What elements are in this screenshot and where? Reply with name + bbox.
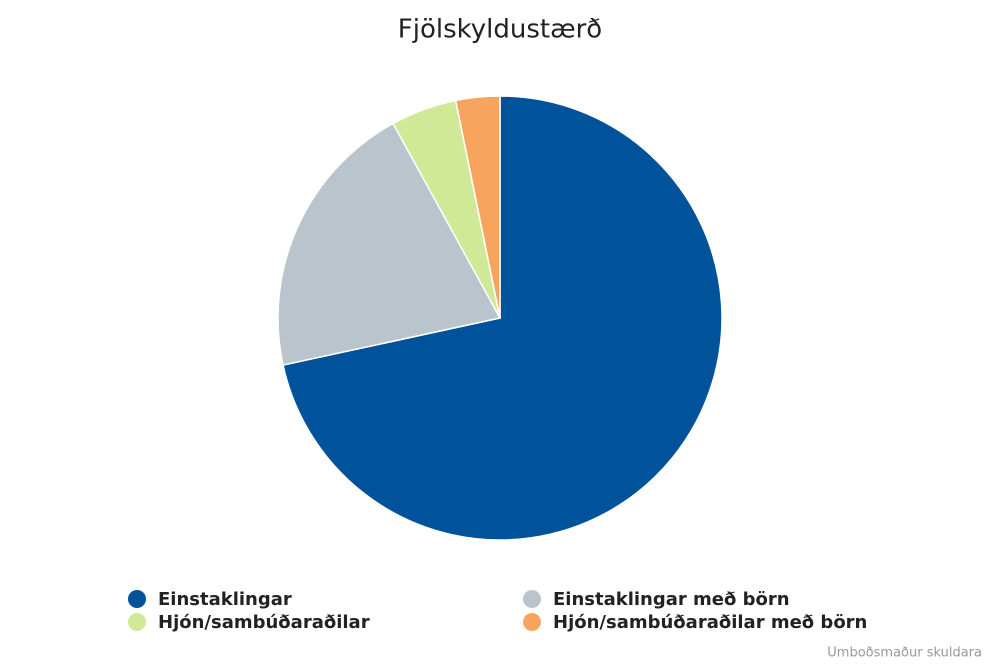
legend-marker (128, 613, 146, 631)
pie-slice (282, 95, 723, 541)
legend-label: Einstaklingar með börn (553, 589, 790, 610)
legend-label: Hjón/sambúðaraðilar með börn (553, 612, 867, 633)
legend-marker (523, 590, 541, 608)
legend-label: Einstaklingar (158, 589, 292, 610)
legend-label: Hjón/sambúðaraðilar (158, 612, 370, 633)
credit: Umboðsmaður skuldara (827, 646, 982, 661)
legend-marker (523, 613, 541, 631)
chart-title: Fjölskyldustærð (398, 15, 602, 45)
legend-marker (128, 590, 146, 608)
pie-slice (277, 122, 502, 366)
pie-slice (454, 95, 501, 319)
